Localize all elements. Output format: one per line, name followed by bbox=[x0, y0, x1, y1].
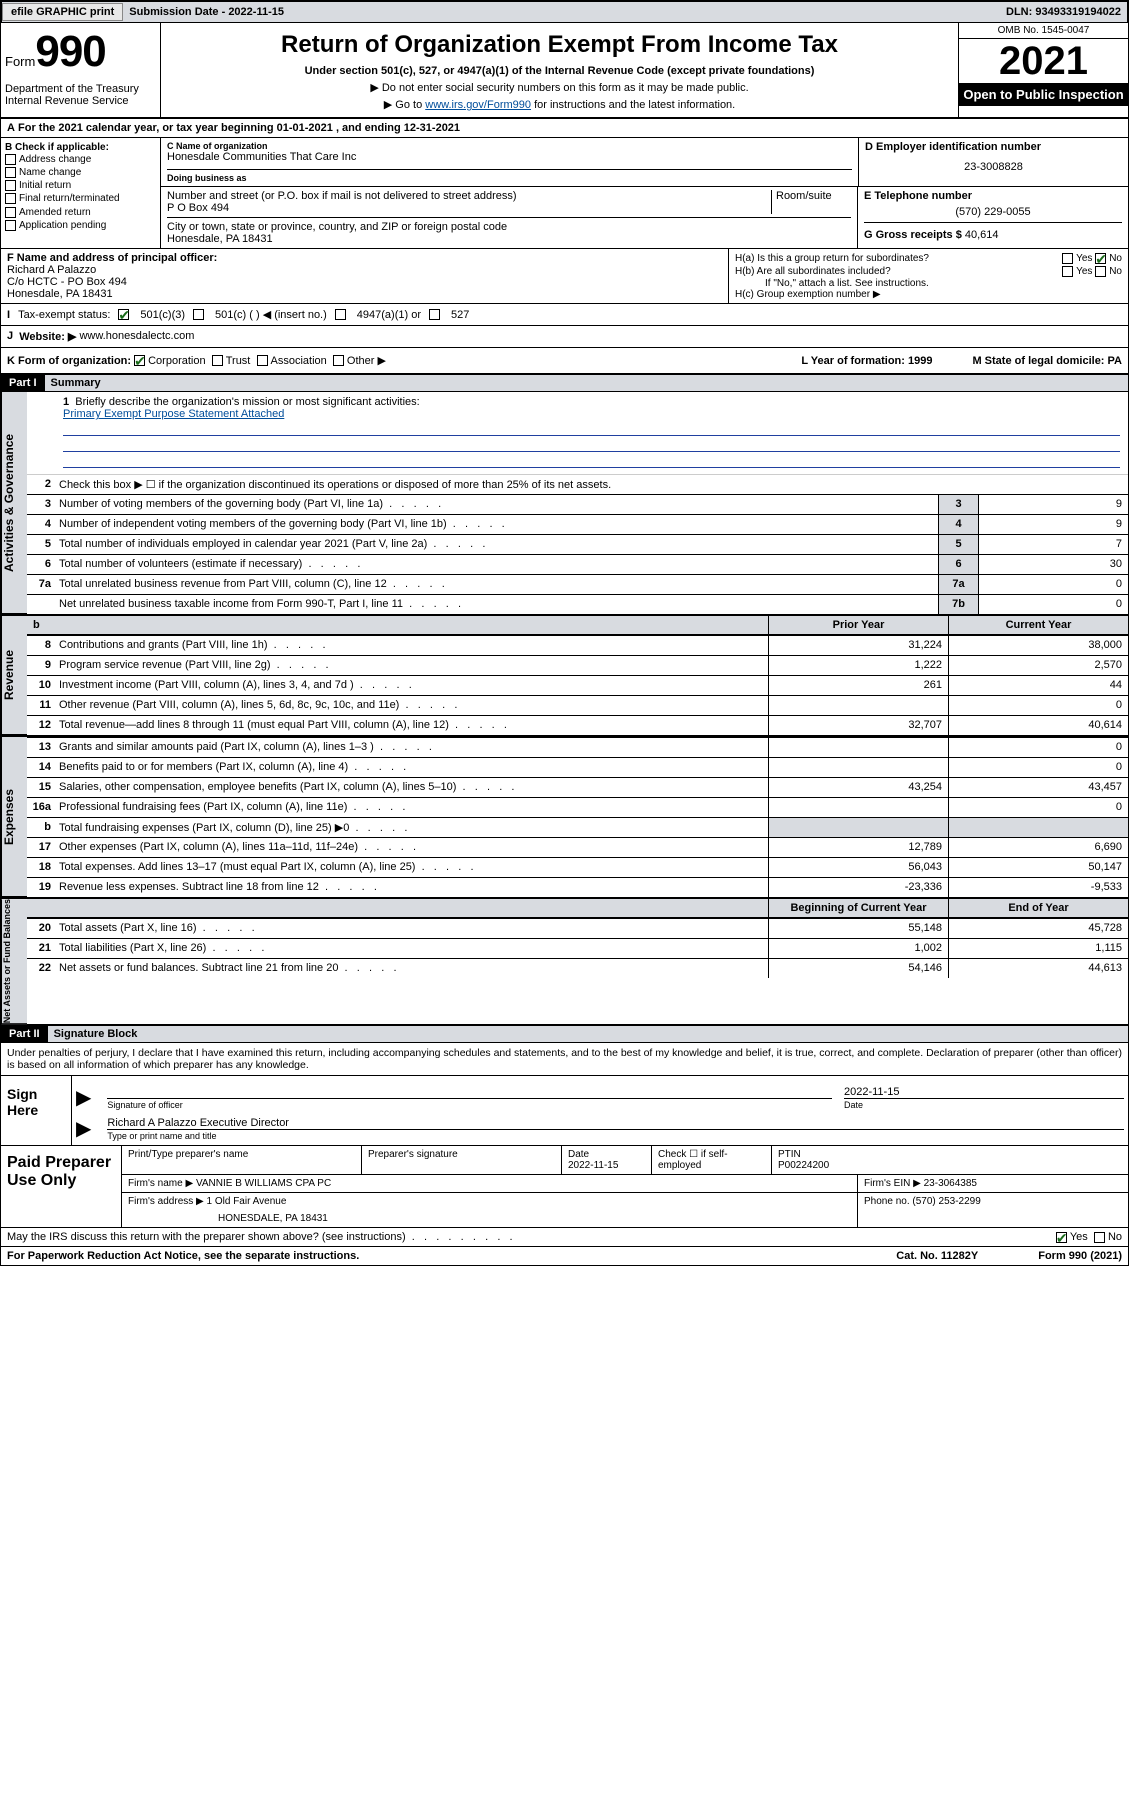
website: www.honesdalectc.com bbox=[79, 330, 194, 343]
row-k: K Form of organization: Corporation Trus… bbox=[1, 348, 1128, 375]
org-name: Honesdale Communities That Care Inc bbox=[167, 151, 852, 163]
tax-year: 2021 bbox=[959, 39, 1128, 83]
part1-header: Part I Summary bbox=[1, 375, 1128, 392]
form-title: Return of Organization Exempt From Incom… bbox=[169, 27, 950, 63]
may-irs-row: May the IRS discuss this return with the… bbox=[1, 1228, 1128, 1247]
row-j: J Website: ▶ www.honesdalectc.com bbox=[1, 326, 1128, 348]
b-label: B Check if applicable: bbox=[5, 142, 156, 153]
form-header: Form990 Department of the Treasury Inter… bbox=[1, 23, 1128, 119]
ein-value: 23-3008828 bbox=[865, 153, 1122, 181]
submission-date: Submission Date - 2022-11-15 bbox=[123, 6, 290, 18]
dba-label: Doing business as bbox=[167, 173, 852, 183]
d-label: D Employer identification number bbox=[865, 141, 1122, 153]
side-expenses: Expenses bbox=[1, 737, 27, 897]
section-bcd: B Check if applicable: Address change Na… bbox=[1, 138, 1128, 249]
officer-name: Richard A Palazzo bbox=[7, 264, 722, 276]
note-ssn: ▶ Do not enter social security numbers o… bbox=[169, 79, 950, 96]
dln: DLN: 93493319194022 bbox=[1006, 6, 1127, 18]
street: P O Box 494 bbox=[167, 202, 771, 214]
inspection-badge: Open to Public Inspection bbox=[959, 83, 1128, 106]
declaration: Under penalties of perjury, I declare th… bbox=[1, 1043, 1128, 1075]
form-prefix: Form bbox=[5, 54, 35, 69]
e-label: E Telephone number bbox=[864, 190, 1122, 202]
paid-preparer-block: Paid Preparer Use Only Print/Type prepar… bbox=[1, 1146, 1128, 1228]
gross-receipts: 40,614 bbox=[965, 229, 999, 241]
phone-value: (570) 229-0055 bbox=[864, 202, 1122, 222]
side-activities: Activities & Governance bbox=[1, 392, 27, 614]
omb-number: OMB No. 1545-0047 bbox=[959, 23, 1128, 39]
top-bar: efile GRAPHIC print Submission Date - 20… bbox=[1, 1, 1128, 23]
city-state-zip: Honesdale, PA 18431 bbox=[167, 233, 851, 245]
efile-button[interactable]: efile GRAPHIC print bbox=[2, 3, 123, 21]
mission-link[interactable]: Primary Exempt Purpose Statement Attache… bbox=[63, 408, 1120, 420]
period-row: A For the 2021 calendar year, or tax yea… bbox=[1, 119, 1128, 138]
form-number: 990 bbox=[35, 27, 105, 76]
form-subtitle: Under section 501(c), 527, or 4947(a)(1)… bbox=[169, 63, 950, 79]
footer: For Paperwork Reduction Act Notice, see … bbox=[1, 1247, 1128, 1265]
department: Department of the Treasury Internal Reve… bbox=[5, 77, 156, 107]
irs-link[interactable]: www.irs.gov/Form990 bbox=[425, 99, 531, 111]
section-fh: F Name and address of principal officer:… bbox=[1, 249, 1128, 304]
officer-typed-name: Richard A Palazzo Executive Director bbox=[107, 1117, 1124, 1129]
side-revenue: Revenue bbox=[1, 616, 27, 735]
side-netassets: Net Assets or Fund Balances bbox=[1, 899, 27, 1024]
sign-here-block: Sign Here ▶ Signature of officer 2022-11… bbox=[1, 1075, 1128, 1146]
note-link: ▶ Go to www.irs.gov/Form990 for instruct… bbox=[169, 96, 950, 113]
part2-header: Part II Signature Block bbox=[1, 1026, 1128, 1043]
row-i: ITax-exempt status: 501(c)(3) 501(c) ( )… bbox=[1, 304, 1128, 326]
c-name-label: C Name of organization bbox=[167, 141, 852, 151]
